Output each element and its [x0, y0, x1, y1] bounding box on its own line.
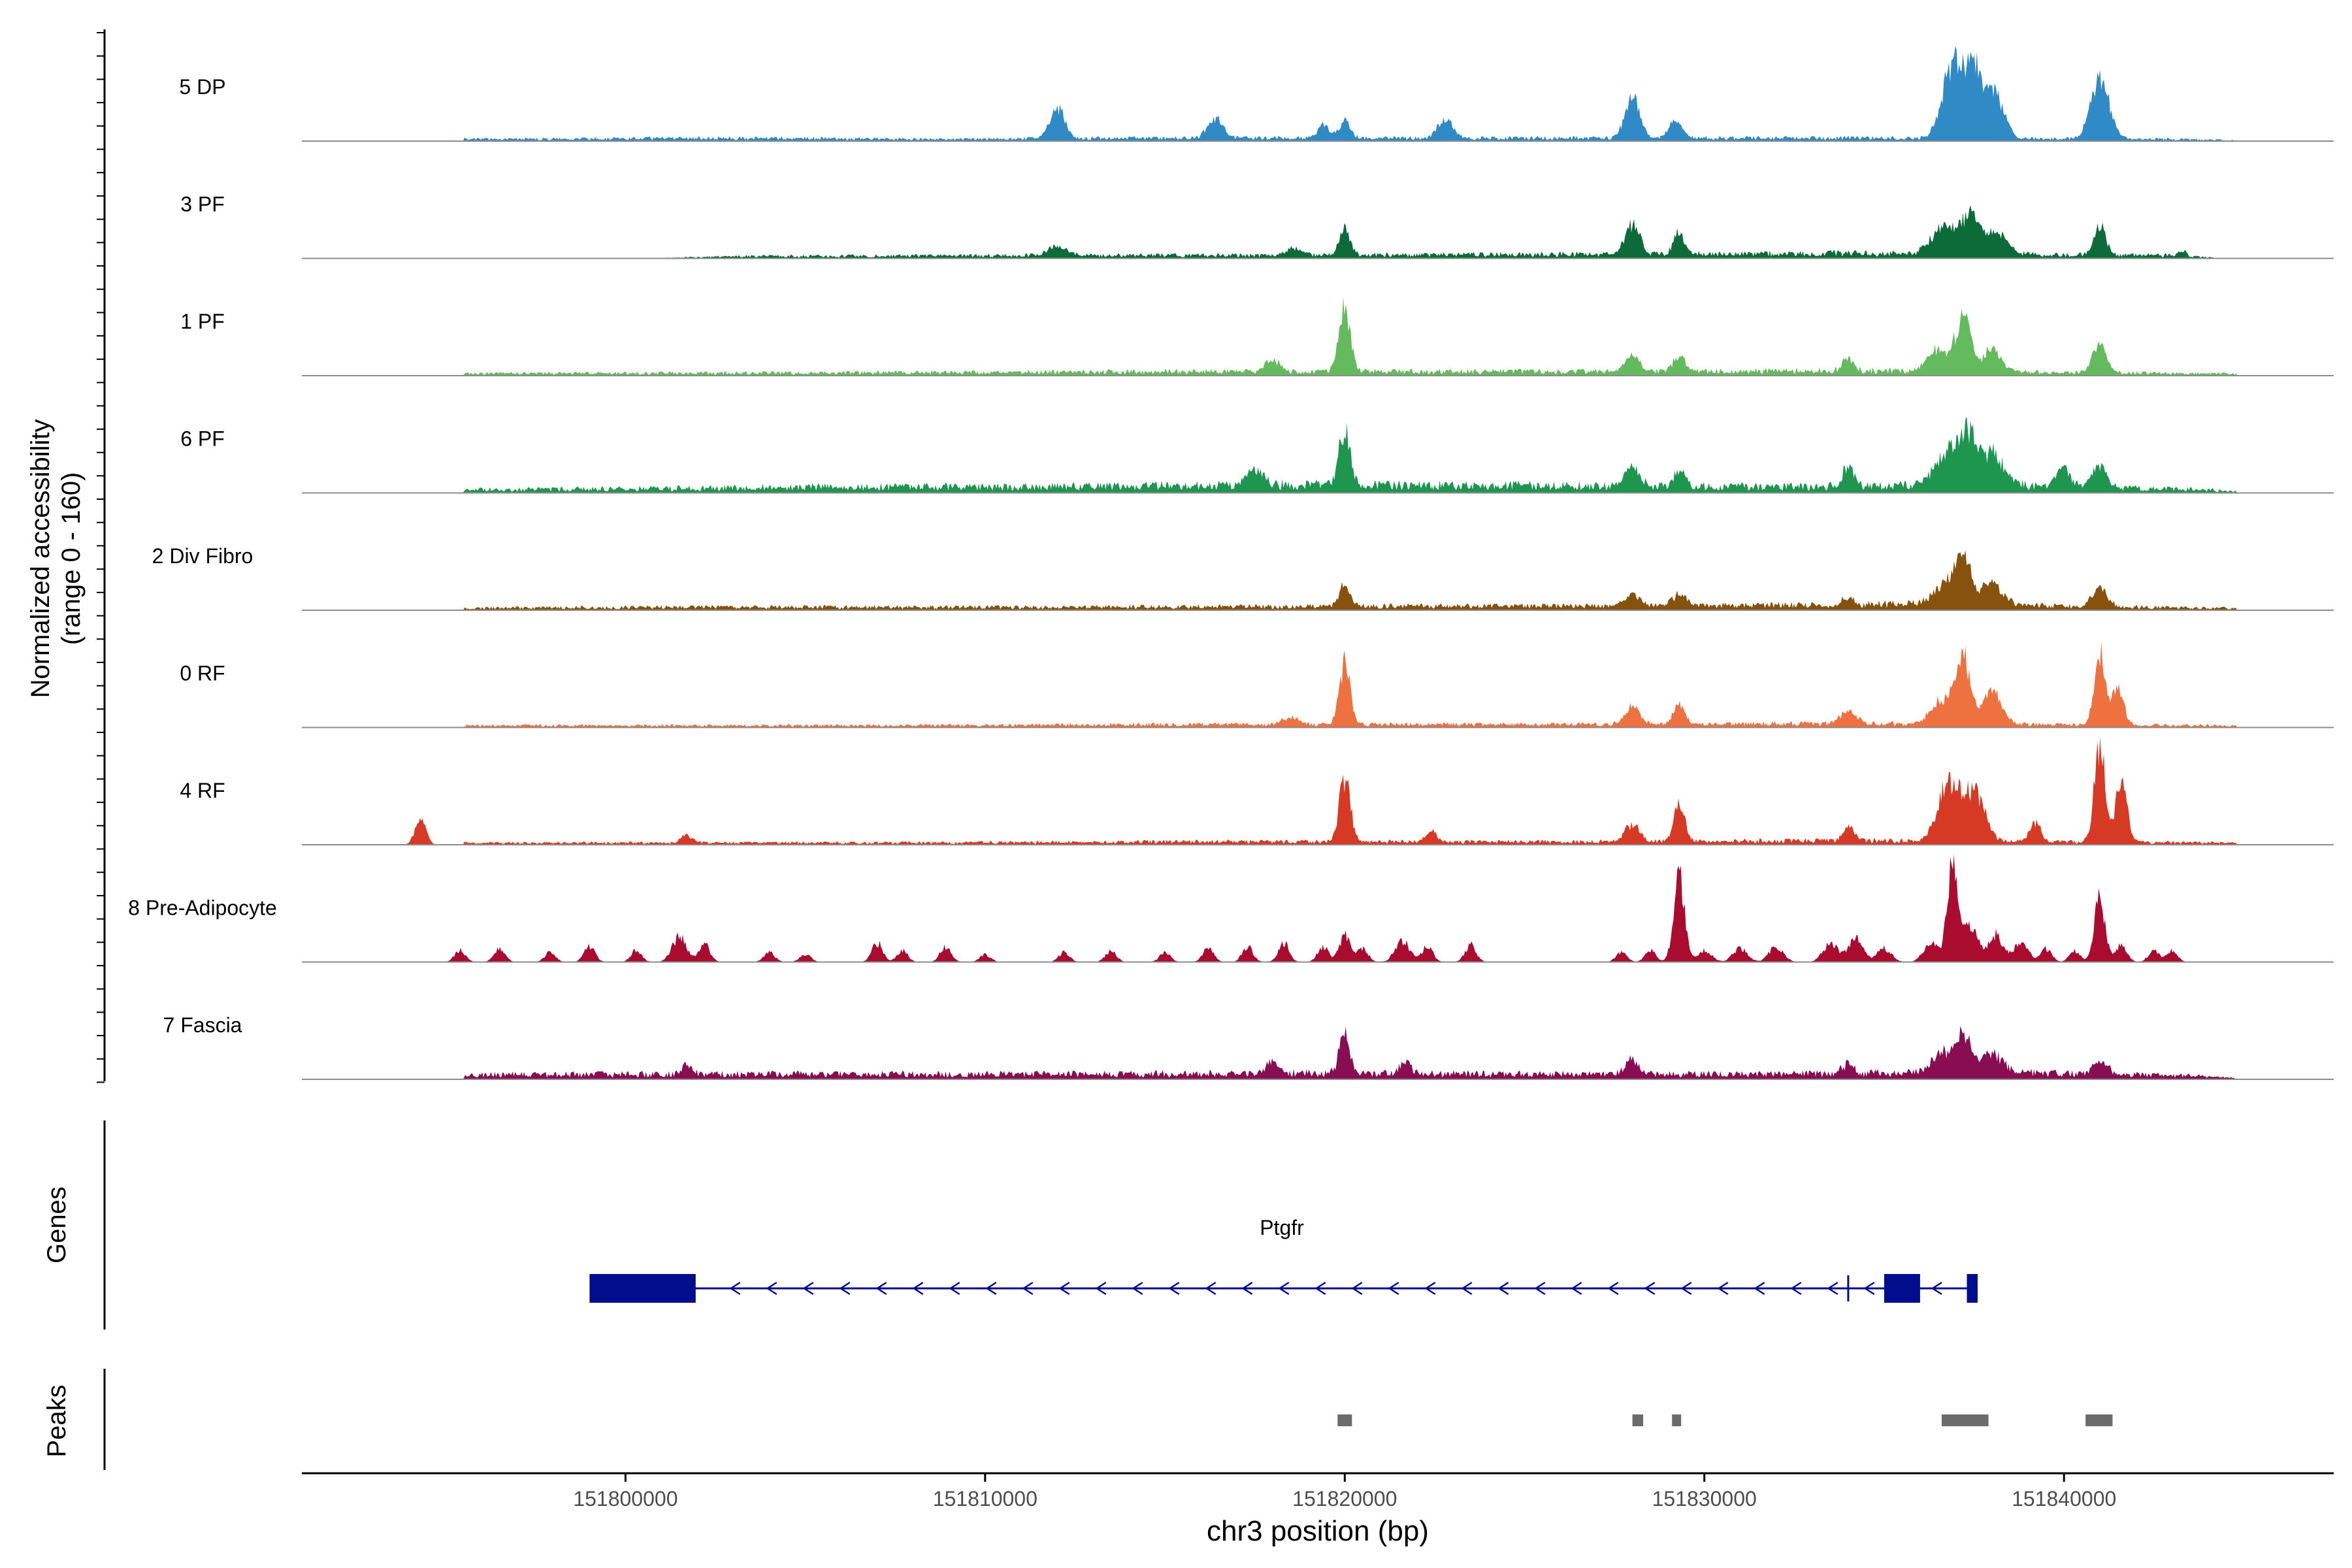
coverage-area	[302, 737, 2334, 845]
x-tick-label: 151800000	[573, 1487, 678, 1511]
strand-arrow	[1424, 1281, 1436, 1296]
strand-arrow	[729, 1281, 741, 1296]
coverage-track: 0 RF	[180, 642, 2334, 728]
coverage-area	[302, 1026, 2334, 1079]
gene-model: Ptgfr	[589, 1216, 1978, 1303]
strand-arrow	[1644, 1281, 1656, 1296]
coverage-track: 7 Fascia	[163, 1013, 2334, 1080]
peak-region	[1632, 1414, 1644, 1426]
coverage-area	[302, 854, 2334, 962]
coverage-area	[302, 46, 2334, 141]
track-label: 6 PF	[180, 427, 225, 451]
strand-arrow	[839, 1281, 851, 1296]
coverage-track: 2 Div Fibro	[152, 544, 2334, 611]
coverage-area	[302, 642, 2334, 728]
strand-arrow	[1205, 1281, 1217, 1296]
strand-arrow	[1534, 1281, 1546, 1296]
strand-arrow	[1680, 1281, 1692, 1296]
strand-arrow	[1058, 1281, 1070, 1296]
coverage-tracks: 5 DP 3 PF 1 PF 6 PF 2 Div Fibro 0 RF 4 RF 8 Pre…	[128, 46, 2334, 1080]
track-label: 5 DP	[179, 75, 225, 99]
coverage-track: 4 RF	[180, 737, 2334, 845]
x-axis-label: chr3 position (bp)	[1207, 1515, 1429, 1547]
strand-arrow	[1827, 1281, 1838, 1296]
peak-region	[1672, 1414, 1682, 1426]
track-label: 0 RF	[180, 662, 225, 685]
x-tick-label: 151820000	[1292, 1487, 1397, 1511]
coverage-y-axis	[97, 29, 106, 1083]
strand-arrow	[1717, 1281, 1729, 1296]
strand-arrow	[1388, 1281, 1399, 1296]
strand-arrow	[1461, 1281, 1473, 1296]
strand-arrow	[802, 1281, 814, 1296]
peak-regions	[1337, 1414, 2113, 1426]
strand-arrow	[1095, 1281, 1107, 1296]
coverage-area	[302, 550, 2334, 610]
strand-arrow	[1571, 1281, 1582, 1296]
x-tick-label: 151830000	[1652, 1487, 1757, 1511]
track-label: 8 Pre-Adipocyte	[128, 896, 277, 920]
coverage-area	[302, 297, 2334, 376]
coverage-track: 6 PF	[180, 417, 2334, 494]
strand-arrow	[1132, 1281, 1143, 1296]
strand-arrow	[985, 1281, 997, 1296]
strand-arrow	[1278, 1281, 1290, 1296]
strand-arrow	[1022, 1281, 1034, 1296]
strand-arrow	[766, 1281, 777, 1296]
peak-region	[2085, 1414, 2113, 1426]
coverage-area	[302, 205, 2334, 259]
strand-arrow	[1241, 1281, 1253, 1296]
peak-region	[1942, 1414, 1989, 1426]
strand-arrow	[1497, 1281, 1509, 1296]
strand-arrow	[912, 1281, 924, 1296]
track-label: 4 RF	[180, 779, 225, 802]
y-axis-range-label: (range 0 - 160)	[57, 472, 86, 645]
gene-exon	[589, 1274, 696, 1303]
track-label: 3 PF	[180, 193, 225, 216]
x-tick-label: 151810000	[933, 1487, 1037, 1511]
coverage-track: 8 Pre-Adipocyte	[128, 854, 2334, 963]
strand-arrow	[1790, 1281, 1802, 1296]
strand-arrow	[1351, 1281, 1363, 1296]
strand-arrow	[1168, 1281, 1180, 1296]
peak-region	[1337, 1414, 1352, 1426]
track-label: 2 Div Fibro	[152, 544, 253, 568]
gene-name: Ptgfr	[1260, 1216, 1304, 1239]
strand-arrow	[875, 1281, 887, 1296]
x-axis-ticks: 151800000 151810000 151820000 151830000 1518…	[573, 1473, 2116, 1511]
genes-axis-label: Genes	[42, 1186, 71, 1264]
strand-arrow	[1754, 1281, 1765, 1296]
strand-arrow	[1315, 1281, 1326, 1296]
track-label: 1 PF	[180, 310, 225, 333]
coverage-track: 3 PF	[180, 193, 2334, 259]
coverage-track: 1 PF	[180, 297, 2334, 376]
track-label: 7 Fascia	[163, 1013, 242, 1037]
strand-arrow	[949, 1281, 960, 1296]
coverage-area	[302, 417, 2334, 493]
strand-arrow	[1863, 1281, 1875, 1296]
gene-exon	[1967, 1274, 1978, 1303]
y-axis-label: Normalized accessibility	[26, 419, 55, 698]
strand-arrow	[1931, 1281, 1942, 1296]
gene-exon	[1884, 1274, 1920, 1303]
strand-arrow	[1607, 1281, 1619, 1296]
coverage-track: 5 DP	[179, 46, 2334, 142]
x-tick-label: 151840000	[2012, 1487, 2116, 1511]
peaks-axis-label: Peaks	[42, 1384, 71, 1457]
